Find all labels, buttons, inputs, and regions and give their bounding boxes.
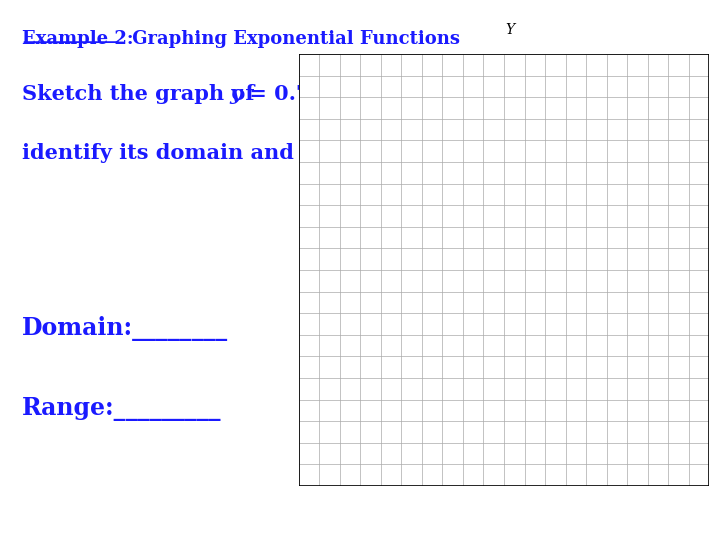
Text: y: y: [229, 84, 241, 104]
Text: Sketch the graph of: Sketch the graph of: [22, 84, 261, 104]
Text: identify its domain and range.: identify its domain and range.: [22, 143, 376, 163]
Text: Range:_________: Range:_________: [22, 397, 221, 421]
Text: x: x: [305, 71, 315, 88]
Text: Domain:________: Domain:________: [22, 316, 228, 341]
Text: Graphing Exponential Functions: Graphing Exponential Functions: [126, 30, 460, 48]
Text: Example 2:: Example 2:: [22, 30, 133, 48]
Text: and: and: [318, 84, 369, 104]
Text: Y: Y: [505, 23, 515, 37]
Text: = 0.7: = 0.7: [242, 84, 310, 104]
